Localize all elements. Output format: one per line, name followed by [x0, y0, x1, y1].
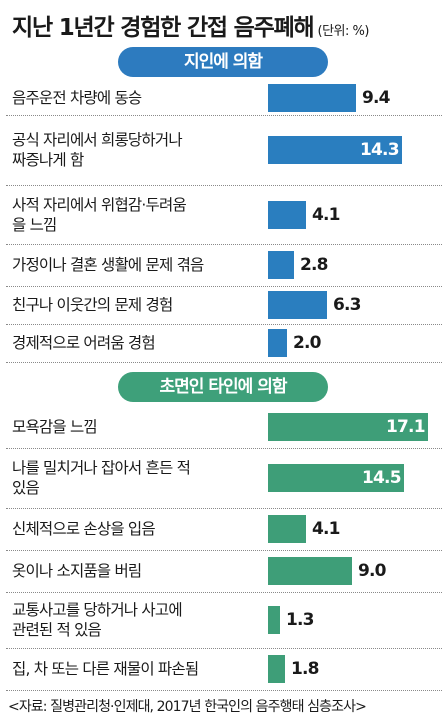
- bar: [268, 655, 285, 683]
- category-label: 음주운전 차량에 동승: [12, 89, 142, 107]
- category-label: 옷이나 소지품을 버림: [12, 562, 142, 580]
- bar: [268, 291, 327, 319]
- value-label: 2.8: [300, 255, 329, 275]
- bar-row: 공식 자리에서 희롱당하거나 짜증나게 함 14.3: [6, 115, 442, 186]
- value-label: 9.4: [362, 88, 391, 108]
- bar: [268, 84, 356, 112]
- chart-title: 지난 1년간 경험한 간접 음주폐해 (단위: %): [12, 8, 369, 42]
- category-label: 집, 차 또는 다른 재물이 파손됨: [12, 660, 199, 678]
- bar: [268, 136, 402, 164]
- bar: [268, 606, 280, 634]
- category-label: 가정이나 결혼 생활에 문제 겪음: [12, 256, 204, 274]
- source-note: <자료: 질병관리청·인제대, 2017년 한국인의 음주행태 심층조사>: [8, 699, 367, 715]
- unit-label: (단위: %): [317, 24, 370, 39]
- bar: [268, 557, 352, 585]
- category-label: 나를 밀치거나 잡아서 흔든 적 있음: [12, 459, 191, 497]
- bar-row: 모욕감을 느낌 17.1: [6, 406, 442, 449]
- bar-row: 경제적으로 어려움 경험 2.0: [6, 324, 442, 363]
- bar-row: 집, 차 또는 다른 재물이 파손됨 1.8: [6, 648, 442, 691]
- category-label: 사적 자리에서 위협감·두려움 을 느낌: [12, 195, 187, 234]
- value-label: 4.1: [312, 205, 341, 225]
- bar: [268, 251, 294, 279]
- bar: [268, 413, 428, 441]
- value-label: 1.3: [286, 610, 315, 630]
- category-label: 교통사고를 당하거나 사고에 관련된 적 있음: [12, 601, 183, 639]
- category-label: 공식 자리에서 희롱당하거나 짜증나게 함: [12, 131, 183, 169]
- group-header-2: 초면인 타인에 의함: [118, 372, 328, 402]
- value-label: 2.0: [293, 333, 322, 353]
- category-label: 친구나 이웃간의 문제 경험: [12, 296, 173, 314]
- bar-row: 사적 자리에서 위협감·두려움 을 느낌 4.1: [6, 185, 442, 245]
- value-label: 1.8: [291, 659, 320, 679]
- bar: [268, 464, 404, 492]
- value-label: 14.3: [360, 140, 400, 160]
- bar: [268, 201, 306, 229]
- bar-row: 교통사고를 당하거나 사고에 관련된 적 있음 1.3: [6, 592, 442, 649]
- category-label: 신체적으로 손상을 입음: [12, 520, 156, 538]
- bar-row: 음주운전 차량에 동승 9.4: [6, 81, 442, 116]
- bar-row: 친구나 이웃간의 문제 경험 6.3: [6, 286, 442, 325]
- category-label: 모욕감을 느낌: [12, 418, 98, 436]
- bar-row: 옷이나 소지품을 버림 9.0: [6, 550, 442, 593]
- value-label: 17.1: [386, 417, 426, 437]
- value-label: 9.0: [358, 561, 387, 581]
- chart-title-text: 지난 1년간 경험한 간접 음주폐해: [12, 15, 315, 41]
- group-header-1: 지인에 의함: [118, 47, 328, 77]
- bar: [268, 515, 306, 543]
- bar-row: 나를 밀치거나 잡아서 흔든 적 있음 14.5: [6, 448, 442, 509]
- category-label: 경제적으로 어려움 경험: [12, 334, 156, 352]
- value-label: 14.5: [362, 468, 402, 488]
- value-label: 6.3: [333, 295, 362, 315]
- bar-row: 가정이나 결혼 생활에 문제 겪음 2.8: [6, 244, 442, 287]
- value-label: 4.1: [312, 519, 341, 539]
- bar: [268, 329, 287, 357]
- bar-row: 신체적으로 손상을 입음 4.1: [6, 508, 442, 551]
